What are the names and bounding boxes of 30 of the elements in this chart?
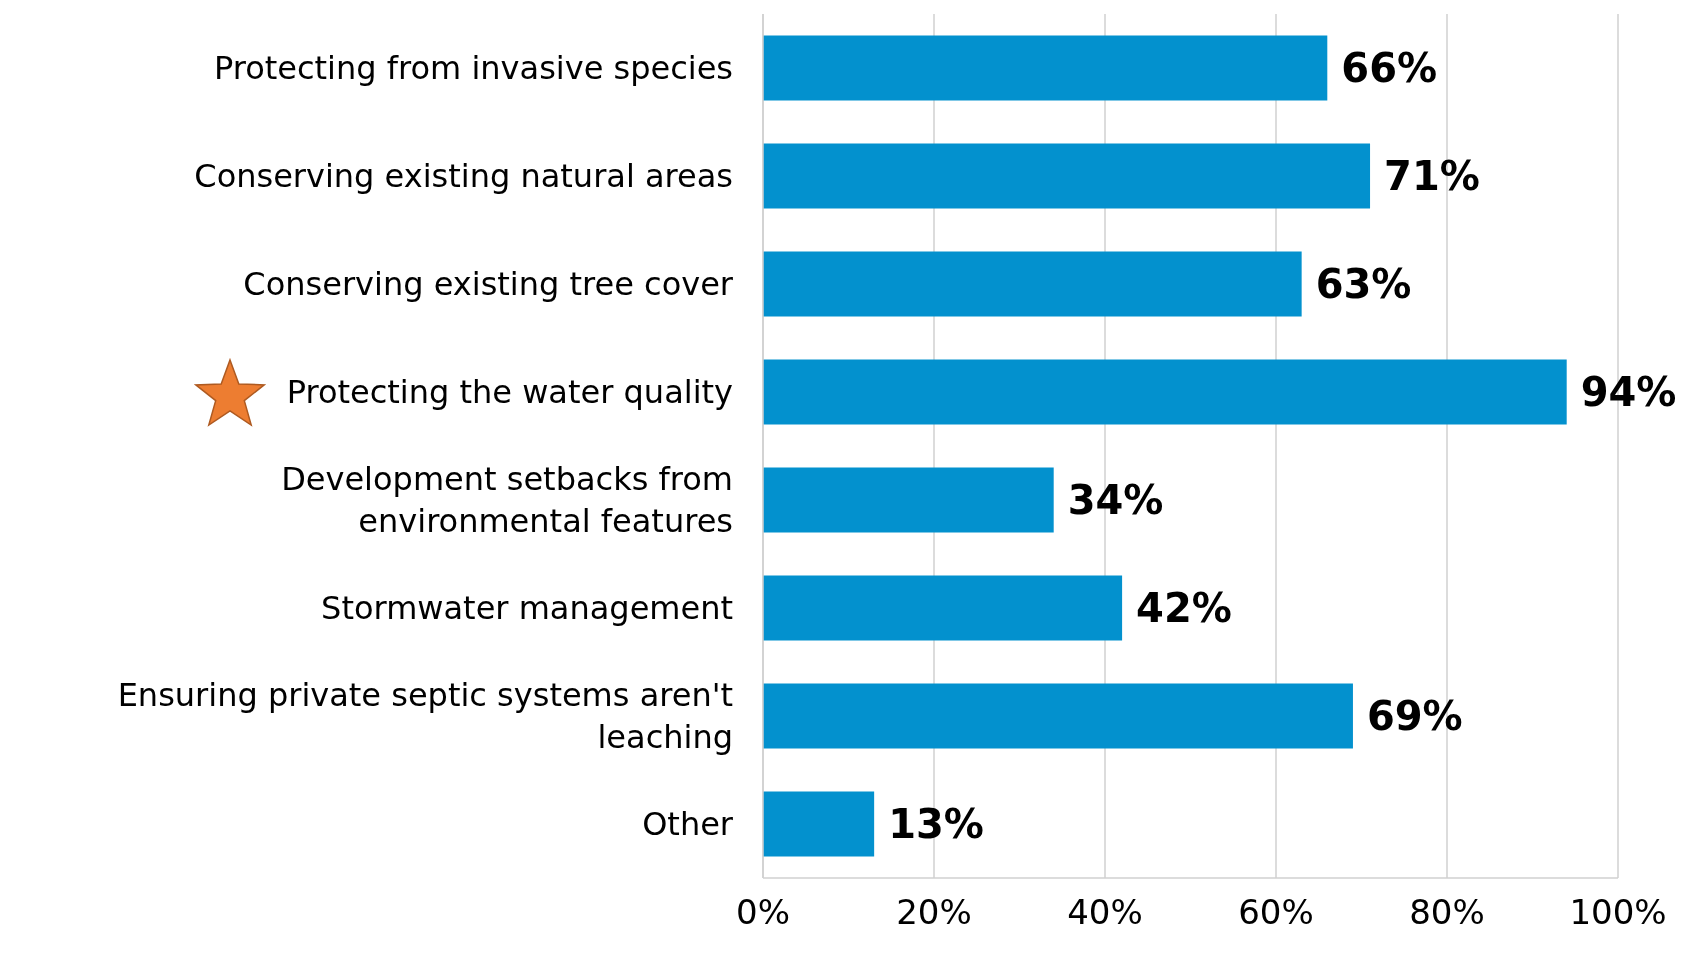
y-tick-label: Ensuring private septic systems aren't leaching: [117, 676, 733, 756]
y-tick-label: Conserving existing natural areas: [194, 157, 733, 195]
bar: [763, 467, 1054, 533]
x-tick-label: 40%: [1067, 892, 1143, 933]
bar: [763, 575, 1123, 641]
x-tick-label: 80%: [1409, 892, 1485, 933]
x-tick-label: 60%: [1238, 892, 1314, 933]
data-label: 34%: [1067, 477, 1164, 524]
data-label: 69%: [1366, 693, 1463, 740]
x-tick-label: 0%: [736, 892, 790, 933]
bar: [763, 359, 1567, 425]
y-tick-label: Other: [642, 805, 734, 843]
bar: [763, 251, 1302, 317]
data-label: 63%: [1315, 261, 1412, 308]
y-tick-label: Development setbacks from environmental features: [281, 460, 733, 540]
data-label: 71%: [1384, 153, 1480, 200]
data-label: 66%: [1341, 45, 1438, 92]
x-tick-label: 100%: [1569, 892, 1667, 933]
y-tick-label: Protecting the water quality: [286, 373, 733, 411]
bar: [763, 683, 1353, 749]
bar: [763, 791, 875, 857]
bar: [763, 35, 1328, 101]
data-label: 13%: [888, 801, 984, 848]
x-tick-label: 20%: [896, 892, 972, 933]
data-label: 94%: [1580, 369, 1677, 416]
bar: [763, 143, 1371, 209]
y-tick-label: Conserving existing tree cover: [243, 265, 734, 303]
data-label: 42%: [1136, 585, 1232, 632]
y-tick-label: Stormwater management: [321, 589, 733, 627]
y-tick-label: Protecting from invasive species: [213, 49, 733, 87]
